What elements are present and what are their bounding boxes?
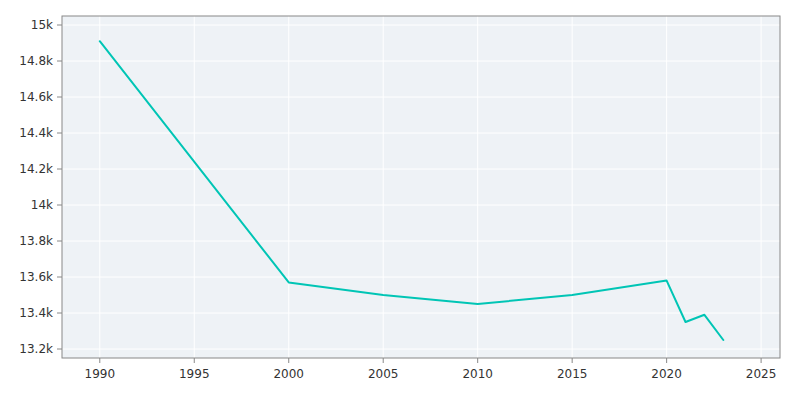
grid-line-y [62,61,780,62]
grid-line-x [477,16,478,358]
tick-y [57,169,62,170]
tick-x [383,358,384,363]
tick-label-y: 13.4k [19,306,53,320]
grid-line-y [62,349,780,350]
grid-line-y [62,313,780,314]
grid [62,16,780,358]
tick-y [57,61,62,62]
tick-label-y: 13.6k [19,270,53,284]
tick-label-x: 2000 [273,367,304,381]
axes: 1990 1995 2000 2005 2010 2015 2020 2025 13.2k 13.… [19,18,776,381]
plot-frame [62,16,780,358]
tick-label-y: 14k [31,198,53,212]
tick-label-y: 13.2k [19,342,53,356]
tick-y [57,97,62,98]
tick-y [57,349,62,350]
tick-y [57,205,62,206]
tick-label-y: 14.2k [19,162,53,176]
grid-line-y [62,97,780,98]
tick-label-y: 15k [31,18,53,32]
grid-line-y [62,241,780,242]
tick-label-x: 2005 [368,367,399,381]
tick-x [477,358,478,363]
line [100,41,724,340]
tick-label-x: 2020 [651,367,682,381]
grid-line-x [99,16,100,358]
tick-x [666,358,667,363]
grid-line-x [194,16,195,358]
grid-line-x [383,16,384,358]
tick-x [572,358,573,363]
tick-y [57,133,62,134]
tick-label-y: 14.8k [19,54,53,68]
grid-line-y [62,205,780,206]
tick-y [57,25,62,26]
grid-line-y [62,25,780,26]
grid-line-x [288,16,289,358]
grid-line-y [62,169,780,170]
tick-label-x: 2025 [746,367,777,381]
grid-line-x [761,16,762,358]
tick-label-x: 2015 [557,367,588,381]
tick-label-x: 1995 [179,367,210,381]
tick-x [194,358,195,363]
tick-label-y: 13.8k [19,234,53,248]
grid-line-y [62,133,780,134]
tick-label-y: 14.4k [19,126,53,140]
plot-area [62,16,780,358]
tick-label-x: 2010 [462,367,493,381]
tick-label-x: 1990 [85,367,116,381]
tick-x [288,358,289,363]
grid-line-x [572,16,573,358]
tick-y [57,313,62,314]
tick-label-y: 14.6k [19,90,53,104]
chart: 1990 1995 2000 2005 2010 2015 2020 2025 13.2k 13.… [0,0,800,400]
tick-x [99,358,100,363]
tick-x [761,358,762,363]
tick-y [57,241,62,242]
grid-line-x [666,16,667,358]
series [100,41,724,340]
tick-y [57,277,62,278]
grid-line-y [62,277,780,278]
